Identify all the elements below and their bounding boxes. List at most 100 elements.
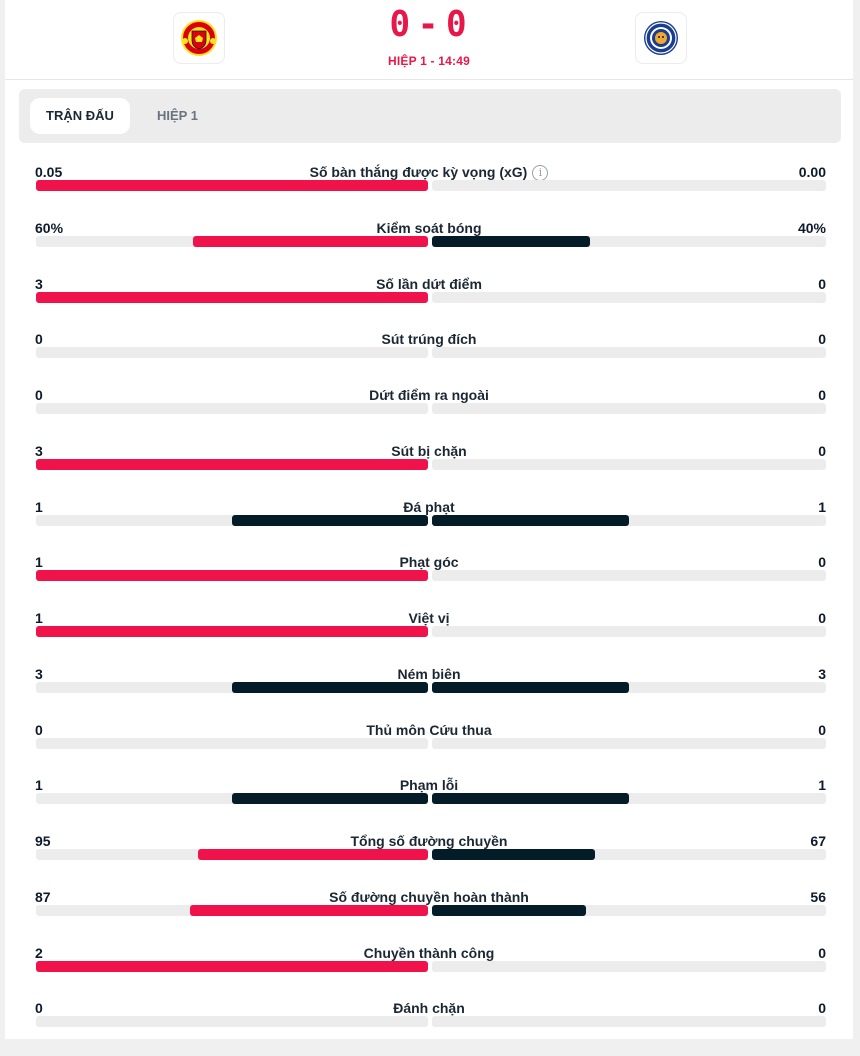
away-stat-value: 0 <box>818 610 826 626</box>
stat-label-text: Đánh chặn <box>393 1000 465 1017</box>
home-stat-value: 3 <box>35 665 43 682</box>
home-bar-fill <box>36 291 428 303</box>
home-stat-value: 3 <box>35 442 43 459</box>
away-bar-track <box>432 180 826 191</box>
scoreboard: 0-0 <box>26 4 832 45</box>
away-stat-value: 0 <box>818 387 826 403</box>
home-bar-track <box>36 793 428 805</box>
stat-label-text: Số bàn thắng được kỳ vọng (xG) <box>309 164 528 180</box>
match-period-time: HIỆP 1 - 14:49 <box>388 54 470 68</box>
stat-label-text: Đá phạt <box>403 498 455 515</box>
stat-label: Thủ môn Cứu thua <box>5 722 853 738</box>
away-stat-value: 0.00 <box>798 164 826 180</box>
away-bar-track <box>432 235 826 247</box>
home-stat-value: 87 <box>35 888 51 905</box>
away-bar-track <box>432 1016 826 1028</box>
leicester-crest-icon <box>644 21 678 55</box>
tab-first-half[interactable]: HIỆP 1 <box>157 108 198 123</box>
home-bar-track <box>36 626 428 637</box>
home-bar-fill <box>232 681 428 693</box>
stat-label-text: Dứt điểm ra ngoài <box>369 387 489 403</box>
away-stat-value: 3 <box>818 665 826 682</box>
stat-label-text: Kiểm soát bóng <box>376 219 482 236</box>
home-bar-track <box>36 904 428 916</box>
stat-label: Việt vị <box>5 610 853 626</box>
stat-label: Số đường chuyền hoàn thành <box>5 889 853 905</box>
away-team-logo[interactable] <box>635 12 687 64</box>
home-stat-value: 0 <box>35 331 43 348</box>
home-stat-value: 60% <box>35 219 64 236</box>
home-stat-value: 0 <box>35 387 43 403</box>
away-bar-track <box>432 403 826 414</box>
stat-row: 0.05 Số bàn thắng được kỳ vọng (xG) i 0.00 <box>5 164 853 220</box>
home-bar-track <box>36 737 428 749</box>
stat-label: Phạt góc <box>5 554 853 570</box>
stat-row: 0 Sút trúng đích 0 <box>5 331 853 387</box>
stat-label: Sút bị chặn <box>5 443 853 459</box>
away-bar-track <box>432 514 826 526</box>
away-stat-value: 56 <box>810 888 826 905</box>
away-stat-value: 40% <box>797 219 826 236</box>
home-stat-value: 1 <box>35 777 43 794</box>
stat-label-text: Chuyền thành công <box>363 944 495 961</box>
stat-row: 0 Dứt điểm ra ngoài 0 <box>5 387 853 443</box>
home-bar-track <box>36 180 428 191</box>
home-bar-track <box>36 347 428 359</box>
home-bar-track <box>36 514 428 526</box>
away-bar-track <box>432 626 826 637</box>
stat-row: 1 Đá phạt 1 <box>5 499 853 555</box>
home-bar-track <box>36 403 428 414</box>
away-bar-track <box>432 737 826 749</box>
stat-row: 2 Chuyền thành công 0 <box>5 945 853 1001</box>
stat-label-text: Việt vị <box>408 610 450 626</box>
home-stat-value: 0 <box>35 721 43 738</box>
stat-label: Kiểm soát bóng <box>5 220 853 236</box>
home-bar-fill <box>192 235 428 247</box>
stat-label-text: Sút bị chặn <box>391 442 467 459</box>
home-stat-value: 1 <box>35 554 43 571</box>
away-score: 0 <box>445 4 469 45</box>
info-icon[interactable]: i <box>532 165 549 181</box>
home-stat-value: 95 <box>35 833 51 849</box>
home-bar-fill <box>232 514 428 526</box>
home-score: 0 <box>389 4 413 45</box>
stat-label-text: Phạm lỗi <box>399 777 459 794</box>
stat-row: 60% Kiểm soát bóng 40% <box>5 220 853 276</box>
stat-label-text: Ném biên <box>397 665 461 682</box>
home-bar-fill <box>36 570 428 582</box>
stat-row: 3 Ném biên 3 <box>5 666 853 722</box>
stat-label: Sút trúng đích <box>5 331 853 347</box>
away-stat-value: 1 <box>818 777 826 794</box>
home-stat-value: 0.05 <box>35 164 63 180</box>
away-stat-value: 67 <box>810 833 826 849</box>
home-bar-track <box>36 291 428 303</box>
stat-row: 3 Số lần dứt điểm 0 <box>5 276 853 332</box>
away-bar-fill <box>432 793 629 805</box>
home-team-logo[interactable] <box>173 12 225 64</box>
away-stat-value: 0 <box>818 944 826 961</box>
away-bar-track <box>432 793 826 805</box>
home-bar-fill <box>36 458 428 470</box>
home-bar-track <box>36 570 428 582</box>
away-bar-track <box>432 458 826 470</box>
away-stat-value: 1 <box>818 498 826 515</box>
stat-label-text: Số đường chuyền hoàn thành <box>329 888 529 905</box>
away-stat-value: 0 <box>818 331 826 348</box>
away-stat-value: 0 <box>818 442 826 459</box>
tab-match[interactable]: TRẬN ĐẤU <box>30 98 130 134</box>
away-bar-fill <box>432 681 629 693</box>
away-bar-track <box>432 291 826 303</box>
away-bar-fill <box>432 849 595 860</box>
away-stat-value: 0 <box>818 721 826 738</box>
away-stat-value: 0 <box>818 554 826 571</box>
stat-row: 87 Số đường chuyền hoàn thành 56 <box>5 889 853 945</box>
home-bar-track <box>36 235 428 247</box>
score-separator: - <box>417 4 441 45</box>
away-bar-track <box>432 960 826 972</box>
stat-label: Phạm lỗi <box>5 777 853 793</box>
away-bar-fill <box>432 514 629 526</box>
home-bar-track <box>36 849 428 860</box>
stat-label: Đá phạt <box>5 499 853 515</box>
home-stat-value: 1 <box>35 498 43 515</box>
stat-row: 1 Phạm lỗi 1 <box>5 777 853 833</box>
